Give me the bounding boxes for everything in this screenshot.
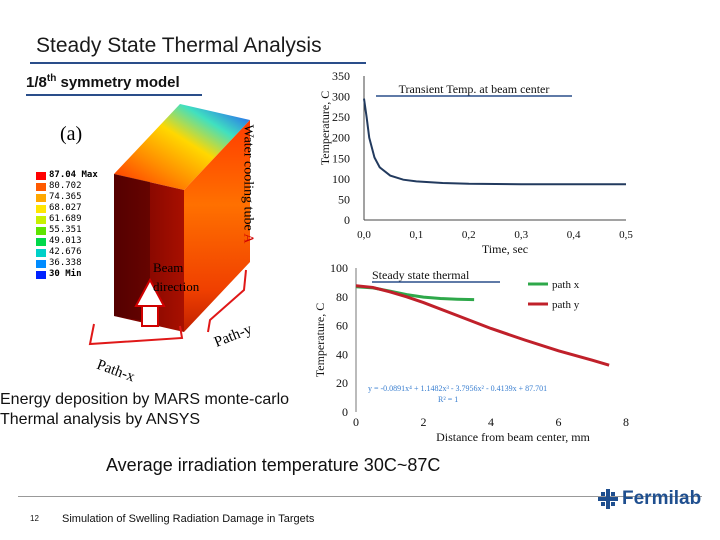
legend-label: 80.702 bbox=[49, 181, 82, 191]
panel-label: (a) bbox=[60, 123, 83, 145]
page-number: 12 bbox=[30, 514, 39, 523]
chart-title: Steady state thermal bbox=[372, 268, 470, 282]
steady-state-chart: 0 20 40 60 80 100 0 2 4 6 8 Distance from beam cent… bbox=[313, 261, 629, 444]
footer-title: Simulation of Swelling Radiation Damage … bbox=[62, 513, 315, 525]
water-tube-suffix: A bbox=[240, 233, 256, 244]
legend-label: 49.013 bbox=[49, 236, 82, 246]
x-tick-label: 8 bbox=[623, 415, 629, 429]
x-axis-title: Distance from beam center, mm bbox=[436, 430, 590, 444]
legend-entry: 30 Min bbox=[36, 269, 100, 280]
y-tick-label: 100 bbox=[332, 172, 350, 186]
legend-entry: 55.351 bbox=[36, 225, 100, 236]
y-tick-label: 150 bbox=[332, 151, 350, 165]
x-tick-label: 0,2 bbox=[462, 229, 476, 241]
legend-entry: 42.676 bbox=[36, 247, 100, 258]
x-tick-label: 0,1 bbox=[410, 229, 424, 241]
chart-title: Transient Temp. at beam center bbox=[399, 82, 550, 96]
legend-label: path x bbox=[552, 279, 580, 291]
water-tube-text: Water cooling tube bbox=[240, 124, 256, 231]
transient-curve bbox=[363, 98, 626, 186]
method-description: Energy deposition by MARS monte-carlo Th… bbox=[0, 390, 289, 430]
y-tick-label: 40 bbox=[336, 347, 348, 361]
legend-entry: 74.365 bbox=[36, 192, 100, 203]
average-temperature-summary: Average irradiation temperature 30C~87C bbox=[106, 455, 441, 475]
x-tick-label: 2 bbox=[421, 415, 427, 429]
legend-entry: 87.04 Max bbox=[36, 170, 100, 181]
slide-title: Steady State Thermal Analysis bbox=[36, 34, 322, 57]
legend-swatch bbox=[36, 237, 46, 246]
x-tick-label: 6 bbox=[556, 415, 562, 429]
y-tick-label: 20 bbox=[336, 376, 348, 390]
legend-label: 30 Min bbox=[49, 269, 82, 279]
x-tick-label: 0,4 bbox=[567, 229, 581, 241]
model-3d-image bbox=[88, 104, 250, 346]
model-label-rest: symmetry model bbox=[56, 74, 180, 91]
beam-label-line1: Beam bbox=[153, 260, 184, 275]
model-label-main: 1/8 bbox=[26, 74, 47, 91]
model-label: 1/8th symmetry model bbox=[26, 73, 180, 91]
series-line-path-y bbox=[355, 284, 610, 367]
legend-label: 68.027 bbox=[49, 203, 82, 213]
trendline-equation: y = -0.0891x⁴ + 1.1482x³ - 3.7956x² - 0.… bbox=[368, 384, 547, 393]
legend-entry: 61.689 bbox=[36, 214, 100, 225]
x-axis-title: Time, sec bbox=[482, 242, 528, 256]
legend-swatch bbox=[36, 182, 46, 191]
temperature-legend: 87.04 Max 80.702 74.365 68.027 61.689 55.351 4… bbox=[36, 170, 100, 288]
method-line1: Energy deposition by MARS monte-carlo bbox=[0, 391, 290, 408]
footer-divider bbox=[18, 496, 702, 497]
y-tick-label: 100 bbox=[330, 261, 348, 275]
legend-label: 55.351 bbox=[49, 225, 82, 235]
beam-direction-label: Beam direction bbox=[153, 258, 199, 296]
fermilab-logo: Fermilab bbox=[598, 488, 701, 510]
method-line2: Thermal analysis by ANSYS bbox=[0, 411, 201, 428]
legend-swatch bbox=[36, 204, 46, 213]
fermilab-logo-icon bbox=[598, 489, 618, 509]
legend-swatch bbox=[36, 226, 46, 235]
y-tick-label: 200 bbox=[332, 131, 350, 145]
x-tick-label: 0 bbox=[353, 415, 359, 429]
fermilab-logo-text: Fermilab bbox=[622, 488, 702, 509]
legend-label: 61.689 bbox=[49, 214, 82, 224]
beam-label-line2: direction bbox=[153, 279, 200, 294]
x-tick-label: 0,5 bbox=[619, 229, 633, 241]
r-squared-label: R² = 1 bbox=[438, 395, 458, 404]
legend-label: 87.04 Max bbox=[49, 170, 98, 180]
y-tick-label: 60 bbox=[336, 319, 348, 333]
legend-swatch bbox=[36, 171, 46, 180]
legend-swatch bbox=[36, 248, 46, 257]
y-tick-label: 80 bbox=[336, 290, 348, 304]
water-cooling-tube-label: Water cooling tube A bbox=[240, 124, 256, 243]
legend-swatch bbox=[36, 259, 46, 268]
x-tick-label: 0,3 bbox=[514, 229, 528, 241]
x-tick-label: 0,0 bbox=[357, 229, 371, 241]
legend-swatch bbox=[36, 270, 46, 279]
transient-temperature-chart: 0 50 100 150 200 250 300 350 0,0 0,1 0,2 0,3 0,4 0,5 T… bbox=[318, 69, 633, 256]
y-axis-title: Temperature, C bbox=[313, 303, 327, 377]
legend-entry: 49.013 bbox=[36, 236, 100, 247]
title-underline bbox=[30, 62, 366, 64]
legend-label: 42.676 bbox=[49, 247, 82, 257]
y-tick-label: 350 bbox=[332, 69, 350, 83]
legend-entry: 80.702 bbox=[36, 181, 100, 192]
y-tick-label: 0 bbox=[342, 405, 348, 419]
model-label-underline bbox=[26, 94, 202, 96]
legend-swatch bbox=[36, 215, 46, 224]
legend-label: 36.338 bbox=[49, 258, 82, 268]
y-tick-label: 250 bbox=[332, 110, 350, 124]
y-axis-title: Temperature, C bbox=[318, 91, 332, 165]
legend-entry: 36.338 bbox=[36, 258, 100, 269]
y-tick-label: 300 bbox=[332, 90, 350, 104]
legend-label: path y bbox=[552, 299, 580, 311]
legend-swatch bbox=[36, 193, 46, 202]
y-tick-label: 50 bbox=[338, 192, 350, 206]
legend-entry: 68.027 bbox=[36, 203, 100, 214]
x-tick-label: 4 bbox=[488, 415, 494, 429]
model-label-sup: th bbox=[46, 73, 57, 84]
y-tick-label: 0 bbox=[344, 213, 350, 227]
legend-label: 74.365 bbox=[49, 192, 82, 202]
